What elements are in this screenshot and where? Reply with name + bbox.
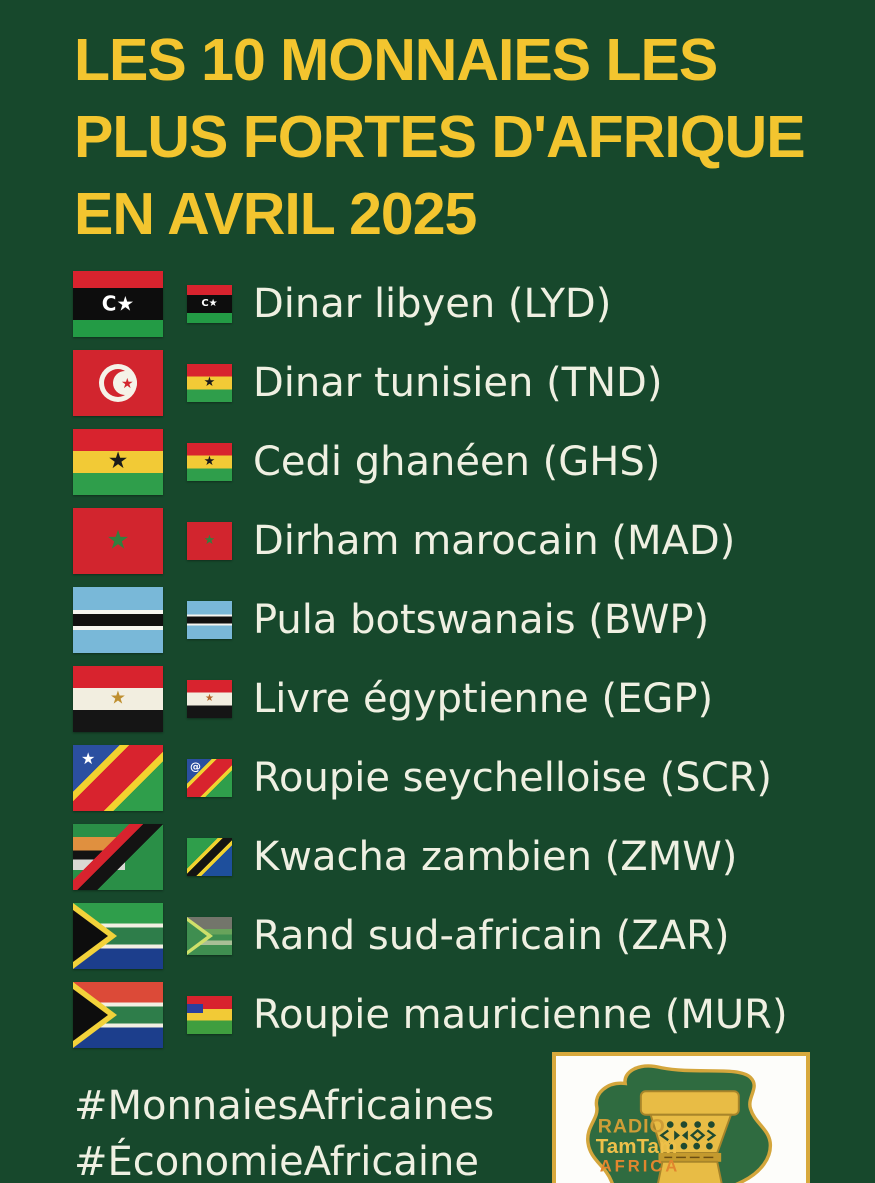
drum-base	[657, 1160, 723, 1183]
currency-label: Roupie seychelloise (SCR)	[253, 755, 773, 801]
currency-row-scr: ★ @ Roupie seychelloise (SCR)	[73, 745, 788, 811]
hoist-triangle-green	[187, 921, 207, 951]
drum-symbols	[659, 1128, 717, 1142]
logo-text-africa: AFRICA	[600, 1157, 681, 1176]
currency-label: Dirham marocain (MAD)	[253, 518, 736, 564]
currency-row-zar: Rand sud-africain (ZAR)	[73, 903, 788, 969]
spiral-glyph: @	[190, 760, 201, 773]
crescent-star-glyph: C★	[101, 291, 135, 316]
crescent-star-glyph: C★	[201, 297, 218, 309]
star-glyph: ★	[203, 375, 216, 391]
flag-libya-icon: C★	[73, 271, 163, 337]
currency-row-ghs: ★ ★ Cedi ghanéen (GHS)	[73, 429, 788, 495]
title-line-2: PLUS FORTES D'AFRIQUE	[74, 104, 806, 170]
flag-ghana-small-icon: ★	[187, 364, 232, 402]
flag-tunisia-icon: ★	[73, 350, 163, 416]
title-line-3: EN AVRIL 2025	[74, 181, 477, 247]
hashtag-monnaies: #MonnaiesAfricaines	[74, 1083, 495, 1129]
currency-list: C★ C★ Dinar libyen (LYD) ★ ★ Dinar tunis…	[73, 271, 788, 1048]
flag-ghana-icon: ★	[73, 429, 163, 495]
currency-label: Dinar libyen (LYD)	[253, 281, 612, 327]
mauritius-blue-band	[187, 1004, 204, 1013]
star-glyph: ★	[121, 376, 134, 392]
currency-label: Rand sud-africain (ZAR)	[253, 913, 730, 959]
crescent-cut	[113, 371, 137, 395]
currency-row-egp: ★ ★ Livre égyptienne (EGP)	[73, 666, 788, 732]
eagle-emblem-glyph: ★	[205, 692, 214, 704]
title-line-1: LES 10 MONNAIES LES	[74, 27, 718, 93]
flag-egypt-icon: ★	[73, 666, 163, 732]
currency-row-mad: ★ ★ Dirham marocain (MAD)	[73, 508, 788, 574]
drum-band	[658, 1152, 722, 1162]
flag-zambia-icon	[73, 824, 163, 890]
hashtag-economie: #ÉconomieAfricaine	[74, 1139, 479, 1183]
hoist-triangle-black	[73, 989, 108, 1041]
flag-mauritius-small-icon	[187, 996, 232, 1034]
currency-row-zmw: Kwacha zambien (ZMW)	[73, 824, 788, 890]
flag-south-africa-muted-small-icon	[187, 917, 232, 955]
flag-botswana-small-icon	[187, 601, 232, 639]
flag-seychelles-small-icon: @	[187, 759, 232, 797]
currency-label: Dinar tunisien (TND)	[253, 360, 663, 406]
flag-seychelles-icon: ★	[73, 745, 163, 811]
currency-label: Cedi ghanéen (GHS)	[253, 439, 661, 485]
flag-egypt-small-icon: ★	[187, 680, 232, 718]
hoist-triangle-black	[73, 910, 108, 962]
flag-tanzania-small-icon	[187, 838, 232, 876]
drum-top	[639, 1090, 740, 1116]
currency-row-mur: Roupie mauricienne (MUR)	[73, 982, 788, 1048]
star-glyph: ★	[106, 525, 130, 556]
flag-morocco-icon: ★	[73, 508, 163, 574]
logo-graphic: RADIO TamTam AFRICA	[586, 1064, 772, 1183]
currency-label: Pula botswanais (BWP)	[253, 597, 710, 643]
star-glyph: ★	[81, 749, 96, 768]
star-glyph: ★	[203, 533, 216, 549]
flag-morocco-small-icon: ★	[187, 522, 232, 560]
flag-ghana-small-icon: ★	[187, 443, 232, 481]
drum-dots	[666, 1121, 715, 1150]
currency-row-lyd: C★ C★ Dinar libyen (LYD)	[73, 271, 788, 337]
hashtags: #MonnaiesAfricaines #ÉconomieAfricaine	[74, 1078, 494, 1183]
flag-botswana-icon	[73, 587, 163, 653]
radio-tamtam-africa-logo: RADIO TamTam AFRICA	[552, 1052, 810, 1183]
currency-label: Livre égyptienne (EGP)	[253, 676, 714, 722]
flag-libya-small-icon: C★	[187, 285, 232, 323]
logo-text-radio: RADIO	[598, 1115, 666, 1137]
flag-south-africa-icon	[73, 903, 163, 969]
eagle-emblem-glyph: ★	[109, 687, 127, 709]
star-glyph: ★	[203, 454, 216, 470]
flag-south-africa-icon	[73, 982, 163, 1048]
logo-text-tamtam: TamTam	[596, 1135, 678, 1158]
currency-label: Roupie mauricienne (MUR)	[253, 992, 788, 1038]
page-title: LES 10 MONNAIES LES PLUS FORTES D'AFRIQU…	[74, 22, 806, 253]
currency-row-tnd: ★ ★ Dinar tunisien (TND)	[73, 350, 788, 416]
currency-row-bwp: Pula botswanais (BWP)	[73, 587, 788, 653]
currency-label: Kwacha zambien (ZMW)	[253, 834, 738, 880]
star-glyph: ★	[107, 448, 129, 475]
